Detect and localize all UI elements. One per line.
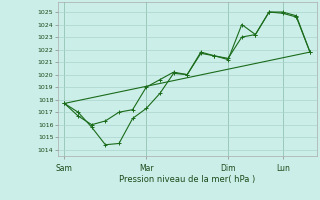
X-axis label: Pression niveau de la mer( hPa ): Pression niveau de la mer( hPa ) (119, 175, 255, 184)
